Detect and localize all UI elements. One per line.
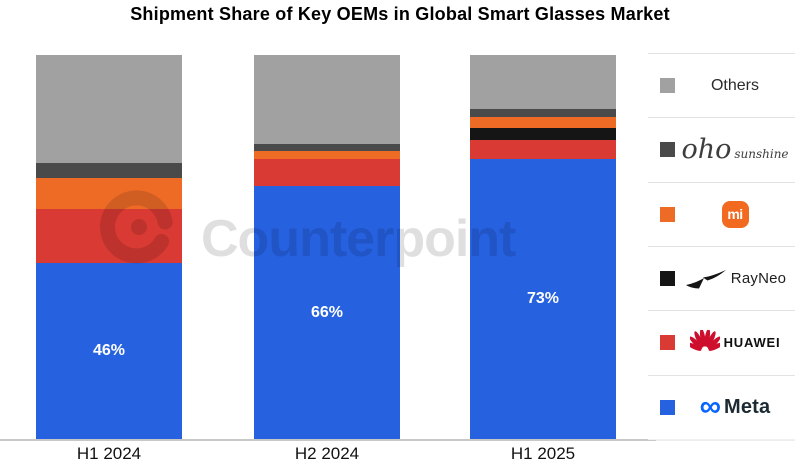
chart-title: Shipment Share of Key OEMs in Global Sma… <box>130 4 670 24</box>
rayneo-label: RayNeo <box>730 270 787 288</box>
meta-swatch <box>660 399 675 415</box>
x-axis-label-h1-2024: H1 2024 <box>76 444 142 463</box>
segment-others <box>254 55 400 144</box>
others-label: Others <box>710 76 759 94</box>
bar-h2-2024: 66% <box>254 55 400 440</box>
huawei-flower-icon <box>689 329 720 351</box>
segment-oho-sunshine <box>254 143 400 152</box>
meta-label: Meta <box>724 395 771 418</box>
huawei-swatch <box>660 335 675 351</box>
xiaomi-mi-icon: mi <box>721 200 749 228</box>
legend: Others oho sunshine mi RayNeo <box>648 53 795 440</box>
segment-huawei <box>254 158 400 186</box>
segment-oho-sunshine <box>36 162 182 179</box>
segment-value-label: 66% <box>310 303 344 321</box>
oho-sunshine-logo: oho sunshine <box>675 136 795 163</box>
legend-bottom-divider <box>656 440 795 441</box>
others-swatch <box>660 78 675 94</box>
segment-value-label: 73% <box>526 290 560 308</box>
huawei-logo-box: HUAWEI <box>675 329 795 356</box>
segment-others <box>36 55 182 163</box>
segment-huawei <box>470 139 616 159</box>
bar-h1-2024: 46% <box>36 55 182 440</box>
rayneo-logo-box: RayNeo <box>675 269 795 289</box>
segment-rayneo <box>470 128 616 140</box>
sunshine-word: sunshine <box>734 147 789 162</box>
xiaomi-logo-box: mi <box>675 200 795 228</box>
rayneo-bird-icon <box>685 269 726 289</box>
legend-item-meta: ∞ Meta <box>648 374 795 440</box>
segment-value-label: 46% <box>92 342 126 360</box>
x-axis-label-h2-2024: H2 2024 <box>294 444 360 463</box>
legend-item-xiaomi: mi <box>648 181 795 246</box>
bar-h1-2025: 73% <box>470 55 616 440</box>
others-logo: Others <box>675 77 795 95</box>
segment-mi <box>36 178 182 210</box>
segment-meta: 73% <box>470 158 616 440</box>
segment-huawei <box>36 209 182 263</box>
meta-infinity-icon: ∞ <box>699 390 721 424</box>
legend-item-oho-sunshine: oho sunshine <box>648 117 795 181</box>
legend-item-rayneo: RayNeo <box>648 245 795 310</box>
oho-word: oho <box>681 134 732 166</box>
legend-item-huawei: HUAWEI <box>648 310 795 374</box>
segment-mi <box>254 151 400 159</box>
x-axis-line <box>0 439 656 441</box>
segment-mi <box>470 116 616 129</box>
segment-meta: 46% <box>36 262 182 440</box>
huawei-label: HUAWEI <box>723 335 781 351</box>
meta-logo-box: ∞ Meta <box>675 390 795 424</box>
segment-meta: 66% <box>254 185 400 440</box>
x-axis-label-h1-2025: H1 2025 <box>510 444 576 463</box>
oho-sunshine-swatch <box>660 142 675 158</box>
segment-oho-sunshine <box>470 108 616 117</box>
legend-item-others: Others <box>648 53 795 117</box>
segment-others <box>470 55 616 109</box>
xiaomi-swatch <box>660 206 675 222</box>
rayneo-swatch <box>660 271 675 287</box>
